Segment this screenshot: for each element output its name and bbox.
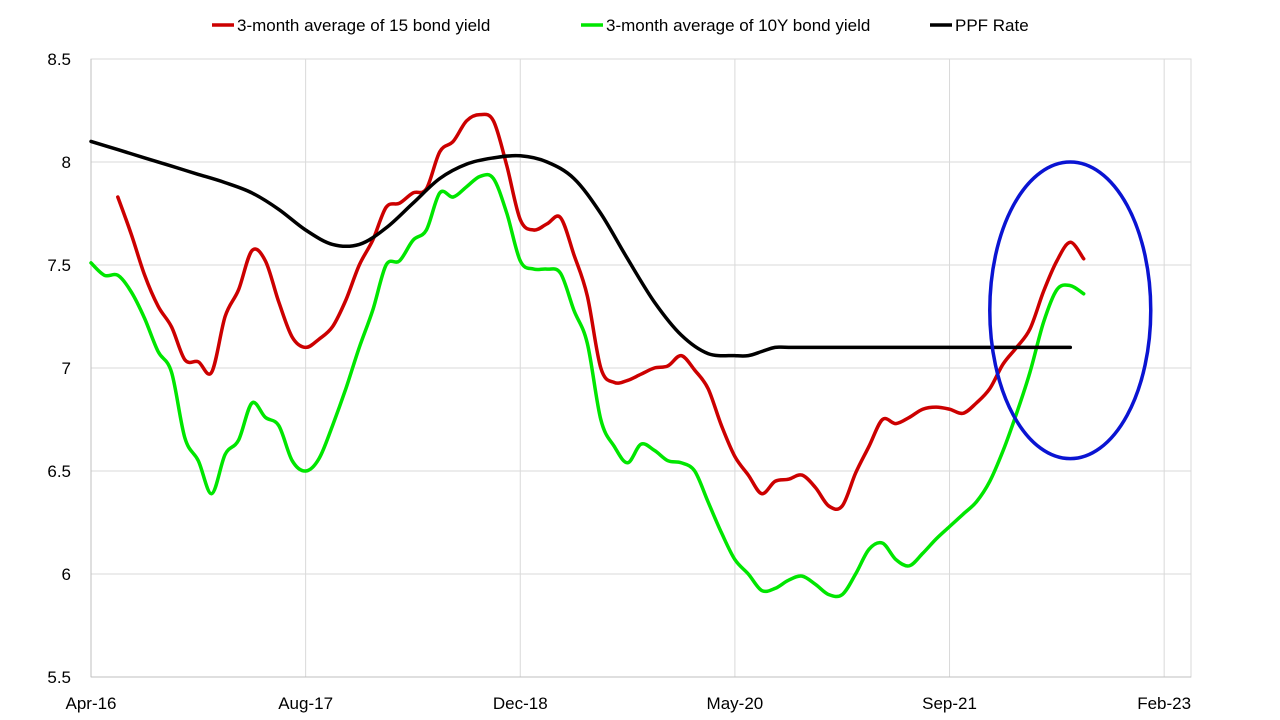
x-tick-label: Aug-17 [278,694,333,713]
series-line-ppf-rate [89,139,1073,358]
y-tick-label: 7 [62,359,71,378]
legend-item-15-bond-yield-label: 3-month average of 15 bond yield [237,16,490,35]
x-tick-label: Feb-23 [1137,694,1191,713]
y-tick-label: 6.5 [47,462,71,481]
x-tick-label: Dec-18 [493,694,548,713]
y-tick-label: 5.5 [47,668,71,687]
y-tick-label: 7.5 [47,256,71,275]
y-tick-label: 6 [62,565,71,584]
series-line-10y-bond-yield [89,172,1086,599]
y-tick-label: 8 [62,153,71,172]
x-tick-label: May-20 [707,694,764,713]
highlight-ellipse [988,160,1153,461]
x-tick-label: Sep-21 [922,694,977,713]
x-tick-label: Apr-16 [65,694,116,713]
legend-item-10y-bond-yield-label: 3-month average of 10Y bond yield [606,16,870,35]
legend-item-ppf-rate-label: PPF Rate [955,16,1029,35]
y-tick-label: 8.5 [47,50,71,69]
series-line-15-bond-yield [116,112,1086,511]
